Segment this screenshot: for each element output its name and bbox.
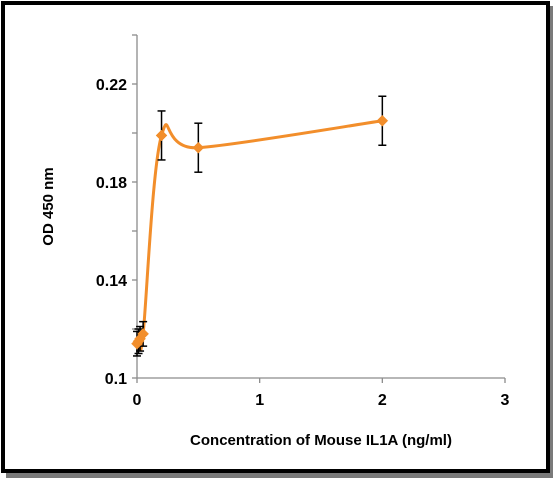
y-tick-label: 0.18	[96, 175, 127, 192]
data-point-marker	[155, 129, 168, 142]
x-tick-label: 0	[133, 392, 142, 409]
outer-border	[1, 1, 550, 473]
data-point-marker	[192, 141, 205, 154]
x-tick-label: 3	[501, 392, 510, 409]
x-axis-title: Concentration of Mouse IL1A (ng/ml)	[190, 432, 452, 449]
y-tick-label: 0.22	[96, 77, 127, 94]
y-tick-label: 0.14	[96, 273, 127, 290]
x-tick-label: 2	[378, 392, 387, 409]
plot-area: 0.1 0.14 0.18 0.22 0 1 2 3	[96, 34, 510, 409]
data-point-marker	[137, 328, 149, 340]
y-axis-title: OD 450 nm	[40, 167, 57, 245]
data-point-marker	[376, 114, 389, 127]
x-tick-label: 1	[255, 392, 264, 409]
y-tick-label: 0.1	[105, 371, 127, 388]
